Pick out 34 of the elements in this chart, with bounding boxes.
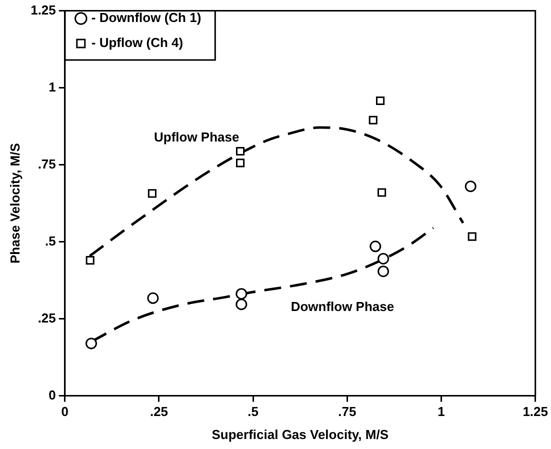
point [236,298,248,310]
point [464,180,476,192]
x-tick-label: .75 [338,404,356,420]
y-axis-title: Phase Velocity, M/S [7,142,22,264]
point [236,146,245,156]
y-tick-label: 1.25 [30,2,56,18]
annotation: Downflow Phase [290,298,394,314]
point [86,256,94,265]
point [236,158,245,168]
legend-label: - Downflow (Ch 1) [91,10,202,26]
y-tick-label: .75 [38,156,56,172]
x-tick-label: 1.25 [522,404,548,420]
x-tick-label: 1 [438,404,445,420]
point [376,96,385,106]
x-tick-label: 0 [61,404,69,420]
point [368,116,378,124]
point [468,232,476,241]
x-axis-title: Superficial Gas Velocity, M/S [212,426,389,442]
y-tick-label: .5 [45,233,56,248]
point [378,252,390,264]
x-tick-label: .5 [248,404,259,420]
point [148,189,157,198]
point [236,288,248,300]
legend-label: - Upflow (Ch 4) [91,35,184,50]
point [378,266,390,278]
y-tick-label: 0 [48,387,56,402]
point [85,338,97,350]
y-tick-label: .25 [38,310,56,326]
point [370,240,382,252]
y-tick-label: 1 [48,79,56,94]
point [147,292,159,304]
point [378,188,386,197]
x-tick-label: .25 [150,404,168,420]
annotation: Upflow Phase [154,129,240,144]
